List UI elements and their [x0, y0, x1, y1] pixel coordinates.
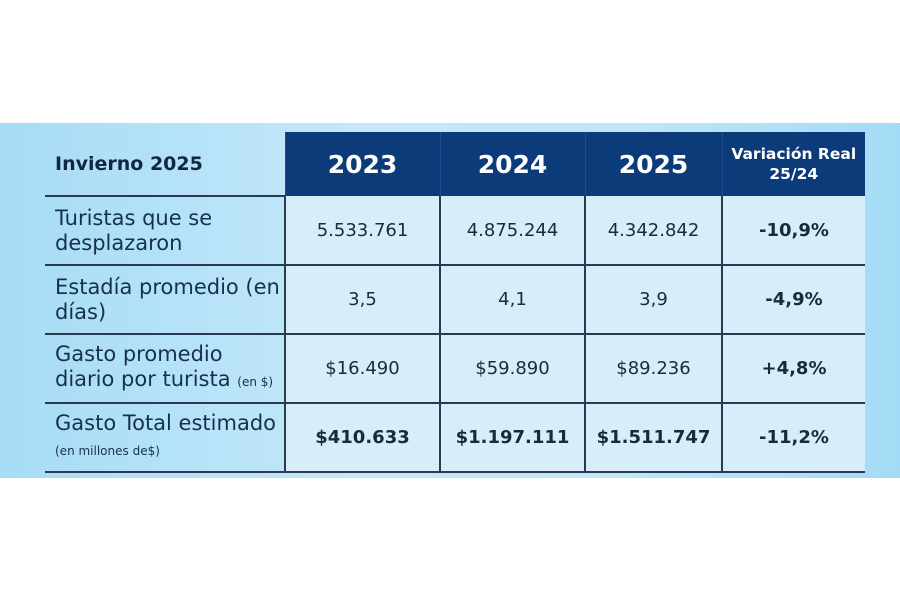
- table-cell: 4,1: [439, 265, 585, 335]
- row-label: Turistas que se desplazaron: [45, 196, 285, 266]
- row-unit: (en $): [237, 375, 274, 389]
- variation-cell: -11,2%: [721, 403, 865, 473]
- table-title: Invierno 2025: [45, 132, 285, 197]
- row-label: Estadía promedio (en días): [45, 265, 285, 335]
- row-label-text: Estadía promedio (en días): [55, 274, 280, 324]
- column-header: 2024: [439, 132, 585, 196]
- variation-cell: -4,9%: [721, 265, 865, 335]
- row-label: Gasto promedio diario por turista (en $): [45, 334, 285, 404]
- table-cell: $89.236: [584, 334, 722, 404]
- column-header: 2023: [284, 132, 440, 196]
- table-cell: 4.342.842: [584, 196, 722, 266]
- table-cell: $59.890: [439, 334, 585, 404]
- table-cell: 4.875.244: [439, 196, 585, 266]
- table-cell: $1.511.747: [584, 403, 722, 473]
- table-row: Turistas que se desplazaron 5.533.761 4.87…: [45, 196, 865, 266]
- column-header: Variación Real 25/24: [721, 132, 865, 196]
- table-cell: 3,9: [584, 265, 722, 335]
- table-row: Estadía promedio (en días) 3,5 4,1 3,9 -4,9%: [45, 265, 865, 335]
- data-table: Invierno 2025 2023 2024 2025 Variación R…: [45, 132, 865, 473]
- table-cell: 3,5: [284, 265, 440, 335]
- table-cell: $1.197.111: [439, 403, 585, 473]
- variation-cell: +4,8%: [721, 334, 865, 404]
- table-row: Gasto promedio diario por turista (en $)…: [45, 334, 865, 404]
- table-row: Gasto Total estimado (en millones de$) $4…: [45, 403, 865, 473]
- header-row: Invierno 2025 2023 2024 2025 Variación R…: [45, 132, 865, 197]
- row-unit: (en millones de$): [55, 444, 160, 458]
- row-label-text: Turistas que se desplazaron: [55, 205, 213, 255]
- table-cell: $16.490: [284, 334, 440, 404]
- variation-cell: -10,9%: [721, 196, 865, 266]
- row-label-text: Gasto promedio diario por turista: [55, 342, 231, 391]
- row-label: Gasto Total estimado (en millones de$): [45, 403, 285, 473]
- column-header: 2025: [584, 132, 722, 196]
- row-label-text: Gasto Total estimado: [55, 411, 276, 435]
- table-cell: 5.533.761: [284, 196, 440, 266]
- table-cell: $410.633: [284, 403, 440, 473]
